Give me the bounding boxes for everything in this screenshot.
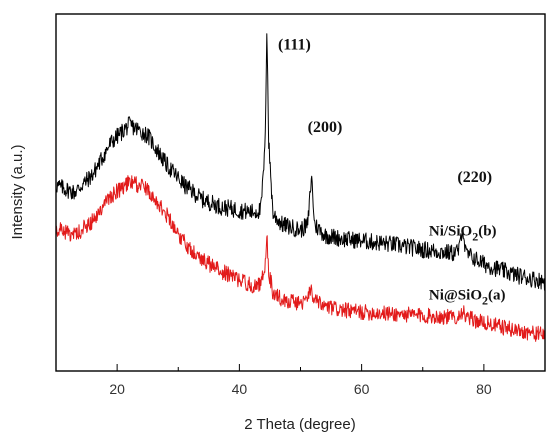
y-axis-title: Intensity (a.u.) [9,144,26,239]
x-axis-title: 2 Theta (degree) [244,416,355,433]
plot-area [55,33,546,342]
x-axis-ticks: 20 40 60 80 [55,364,546,397]
peak-label: (220) [457,169,492,186]
series-label: Ni@SiO2(a) [429,288,506,308]
annotations: (111) (200) (220) Ni/SiO2(b) Ni@SiO2(a) [278,37,506,308]
peak-label: (200) [308,119,343,136]
x-tick-label: 60 [354,381,370,397]
x-tick-label: 40 [232,381,248,397]
x-tick-label: 80 [476,381,492,397]
x-tick-label: 20 [109,381,125,397]
series-line-2 [55,175,546,342]
peak-label: (111) [278,37,311,54]
series-label: Ni/SiO2(b) [429,223,497,243]
series-line-1 [55,33,546,291]
